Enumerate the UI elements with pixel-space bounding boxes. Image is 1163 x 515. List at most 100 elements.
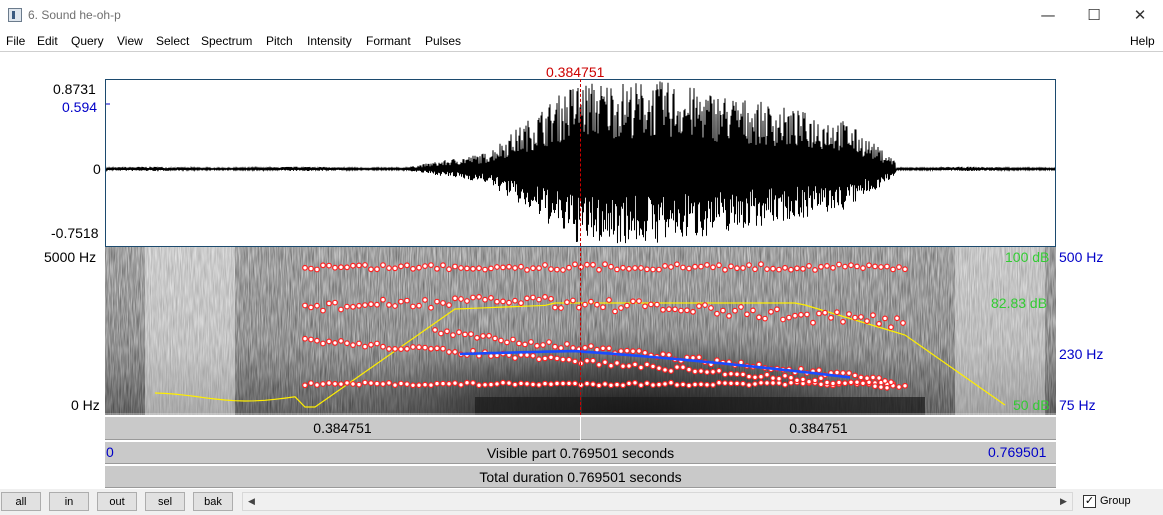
- formant-point: [812, 377, 818, 384]
- zoom-selection-button[interactable]: sel: [145, 492, 185, 511]
- formant-point: [728, 380, 734, 387]
- formant-point: [710, 368, 716, 375]
- formant-point: [542, 355, 548, 362]
- formant-point: [722, 371, 728, 378]
- formant-point: [894, 315, 900, 322]
- group-checkbox[interactable]: ✓: [1083, 495, 1096, 508]
- formant-point: [816, 367, 822, 374]
- formant-point: [518, 263, 524, 270]
- close-button[interactable]: ✕: [1117, 0, 1163, 30]
- formant-point: [638, 265, 644, 271]
- time-cursor[interactable]: [580, 79, 581, 415]
- formant-point: [512, 381, 518, 388]
- formant-point: [582, 344, 588, 351]
- formant-point: [488, 295, 494, 301]
- formant-point: [764, 380, 770, 386]
- formant-point: [380, 296, 386, 303]
- zoom-back-button[interactable]: bak: [193, 492, 233, 511]
- zoom-all-button[interactable]: all: [1, 492, 41, 511]
- formant-point: [626, 265, 632, 272]
- formant-point: [788, 266, 794, 273]
- formant-point: [338, 306, 344, 313]
- right-segment-bar[interactable]: 0.384751: [581, 416, 1056, 440]
- intensity-bottom-label: 50 dB: [1013, 397, 1050, 413]
- formant-point: [428, 382, 434, 389]
- formant-point: [692, 381, 698, 388]
- formant-point: [572, 380, 578, 387]
- formant-point: [554, 380, 560, 387]
- visible-part-bar[interactable]: Visible part 0.769501 seconds: [105, 441, 1056, 464]
- formant-point: [800, 376, 806, 383]
- menu-help[interactable]: Help: [1130, 34, 1155, 48]
- menu-file[interactable]: File: [6, 34, 26, 48]
- formant-point: [512, 355, 518, 361]
- maximize-icon: ☐: [1087, 6, 1101, 24]
- formant-point: [642, 303, 648, 310]
- menu-query[interactable]: Query: [71, 34, 104, 48]
- menu-view[interactable]: View: [117, 34, 143, 48]
- zoom-out-button[interactable]: out: [97, 492, 137, 511]
- spectrogram-panel[interactable]: [105, 247, 1056, 415]
- formant-point: [650, 363, 656, 370]
- total-duration-bar[interactable]: Total duration 0.769501 seconds: [105, 465, 1056, 488]
- formant-point: [518, 300, 524, 306]
- formant-point: [864, 318, 870, 324]
- editor-canvas[interactable]: 0.384751 0.8731 0.594 0 -0.7518 5000 Hz …: [0, 51, 1163, 489]
- formant-point: [302, 382, 308, 389]
- formant-point: [900, 320, 906, 326]
- waveform-marker-label: 0.594: [62, 99, 98, 115]
- formant-point: [596, 382, 602, 389]
- formant-point: [500, 379, 506, 386]
- formant-point: [444, 328, 450, 335]
- formant-point: [824, 379, 830, 386]
- menu-select[interactable]: Select: [156, 34, 190, 48]
- formant-point: [834, 369, 840, 376]
- formant-point: [380, 262, 386, 269]
- formant-point: [830, 264, 836, 271]
- formant-point: [368, 301, 374, 308]
- menu-bar: File Edit Query View Select Spectrum Pit…: [0, 30, 1163, 51]
- zoom-in-button[interactable]: in: [49, 492, 89, 511]
- formant-point: [878, 264, 884, 270]
- formant-point: [602, 381, 608, 387]
- formant-point: [494, 298, 500, 305]
- formant-point: [488, 381, 494, 388]
- formant-point: [344, 340, 350, 347]
- formant-point: [542, 294, 548, 300]
- formant-point: [432, 326, 438, 333]
- scroll-right-icon[interactable]: ▶: [1060, 496, 1067, 506]
- waveform-zero-label: 0: [93, 161, 101, 177]
- menu-spectrum[interactable]: Spectrum: [201, 34, 253, 48]
- formant-point: [806, 263, 812, 269]
- formant-point: [656, 381, 662, 388]
- formant-point: [416, 264, 422, 271]
- maximize-button[interactable]: ☐: [1071, 0, 1117, 30]
- formant-point: [620, 363, 626, 370]
- menu-formant[interactable]: Formant: [366, 34, 411, 48]
- formant-point: [356, 340, 362, 347]
- formant-point: [876, 375, 882, 381]
- formant-point: [404, 262, 410, 269]
- formant-point: [600, 345, 606, 352]
- minimize-button[interactable]: —: [1025, 0, 1071, 30]
- menu-pitch[interactable]: Pitch: [266, 34, 293, 48]
- formant-point: [746, 373, 752, 380]
- formant-point: [524, 380, 530, 387]
- scroll-left-icon[interactable]: ◀: [248, 496, 255, 506]
- time-scrollbar[interactable]: ◀ ▶: [242, 492, 1073, 511]
- formant-point: [630, 298, 636, 305]
- formant-point: [710, 381, 716, 388]
- formant-point: [770, 265, 776, 272]
- menu-intensity[interactable]: Intensity: [307, 34, 352, 48]
- left-segment-bar[interactable]: 0.384751: [105, 416, 580, 440]
- formant-point: [720, 307, 726, 314]
- menu-pulses[interactable]: Pulses: [425, 34, 462, 48]
- pitch-contour: [459, 349, 851, 379]
- formant-point: [386, 345, 392, 352]
- formant-point: [636, 348, 642, 354]
- formant-point: [452, 348, 458, 355]
- formant-point: [582, 301, 588, 308]
- intensity-mid-label: 82.83 dB: [991, 295, 1048, 311]
- formant-point: [560, 356, 566, 363]
- menu-edit[interactable]: Edit: [37, 34, 58, 48]
